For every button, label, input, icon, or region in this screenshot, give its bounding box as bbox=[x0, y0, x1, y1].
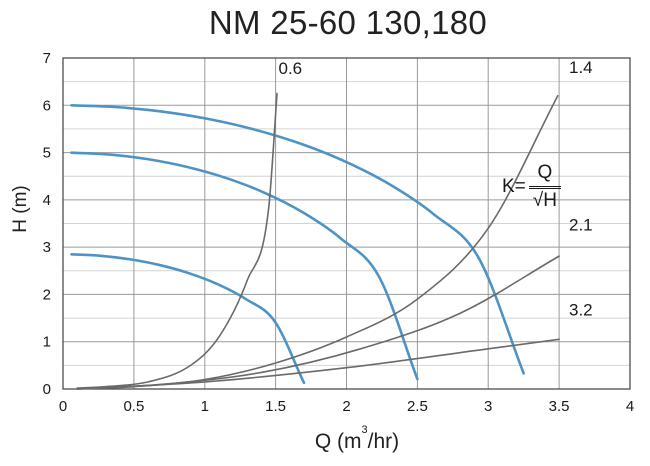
svg-text:2: 2 bbox=[342, 398, 350, 415]
svg-text:0.6: 0.6 bbox=[279, 59, 303, 78]
svg-text:7: 7 bbox=[43, 50, 51, 67]
svg-text:0.5: 0.5 bbox=[123, 398, 144, 415]
svg-text:3.2: 3.2 bbox=[569, 301, 593, 320]
svg-text:2.1: 2.1 bbox=[569, 216, 593, 235]
svg-text:2: 2 bbox=[43, 286, 51, 303]
svg-text:2.5: 2.5 bbox=[407, 398, 428, 415]
svg-text:4: 4 bbox=[626, 398, 634, 415]
svg-text:1.4: 1.4 bbox=[569, 58, 593, 77]
svg-text:4: 4 bbox=[43, 192, 51, 209]
svg-text:1.5: 1.5 bbox=[265, 398, 286, 415]
svg-text:0: 0 bbox=[43, 381, 51, 398]
svg-text:0: 0 bbox=[59, 398, 67, 415]
svg-text:5: 5 bbox=[43, 145, 51, 162]
svg-text:3: 3 bbox=[43, 239, 51, 256]
svg-text:1: 1 bbox=[43, 334, 51, 351]
svg-text:6: 6 bbox=[43, 97, 51, 114]
svg-text:3: 3 bbox=[484, 398, 492, 415]
svg-text:1: 1 bbox=[201, 398, 209, 415]
svg-text:3.5: 3.5 bbox=[549, 398, 570, 415]
